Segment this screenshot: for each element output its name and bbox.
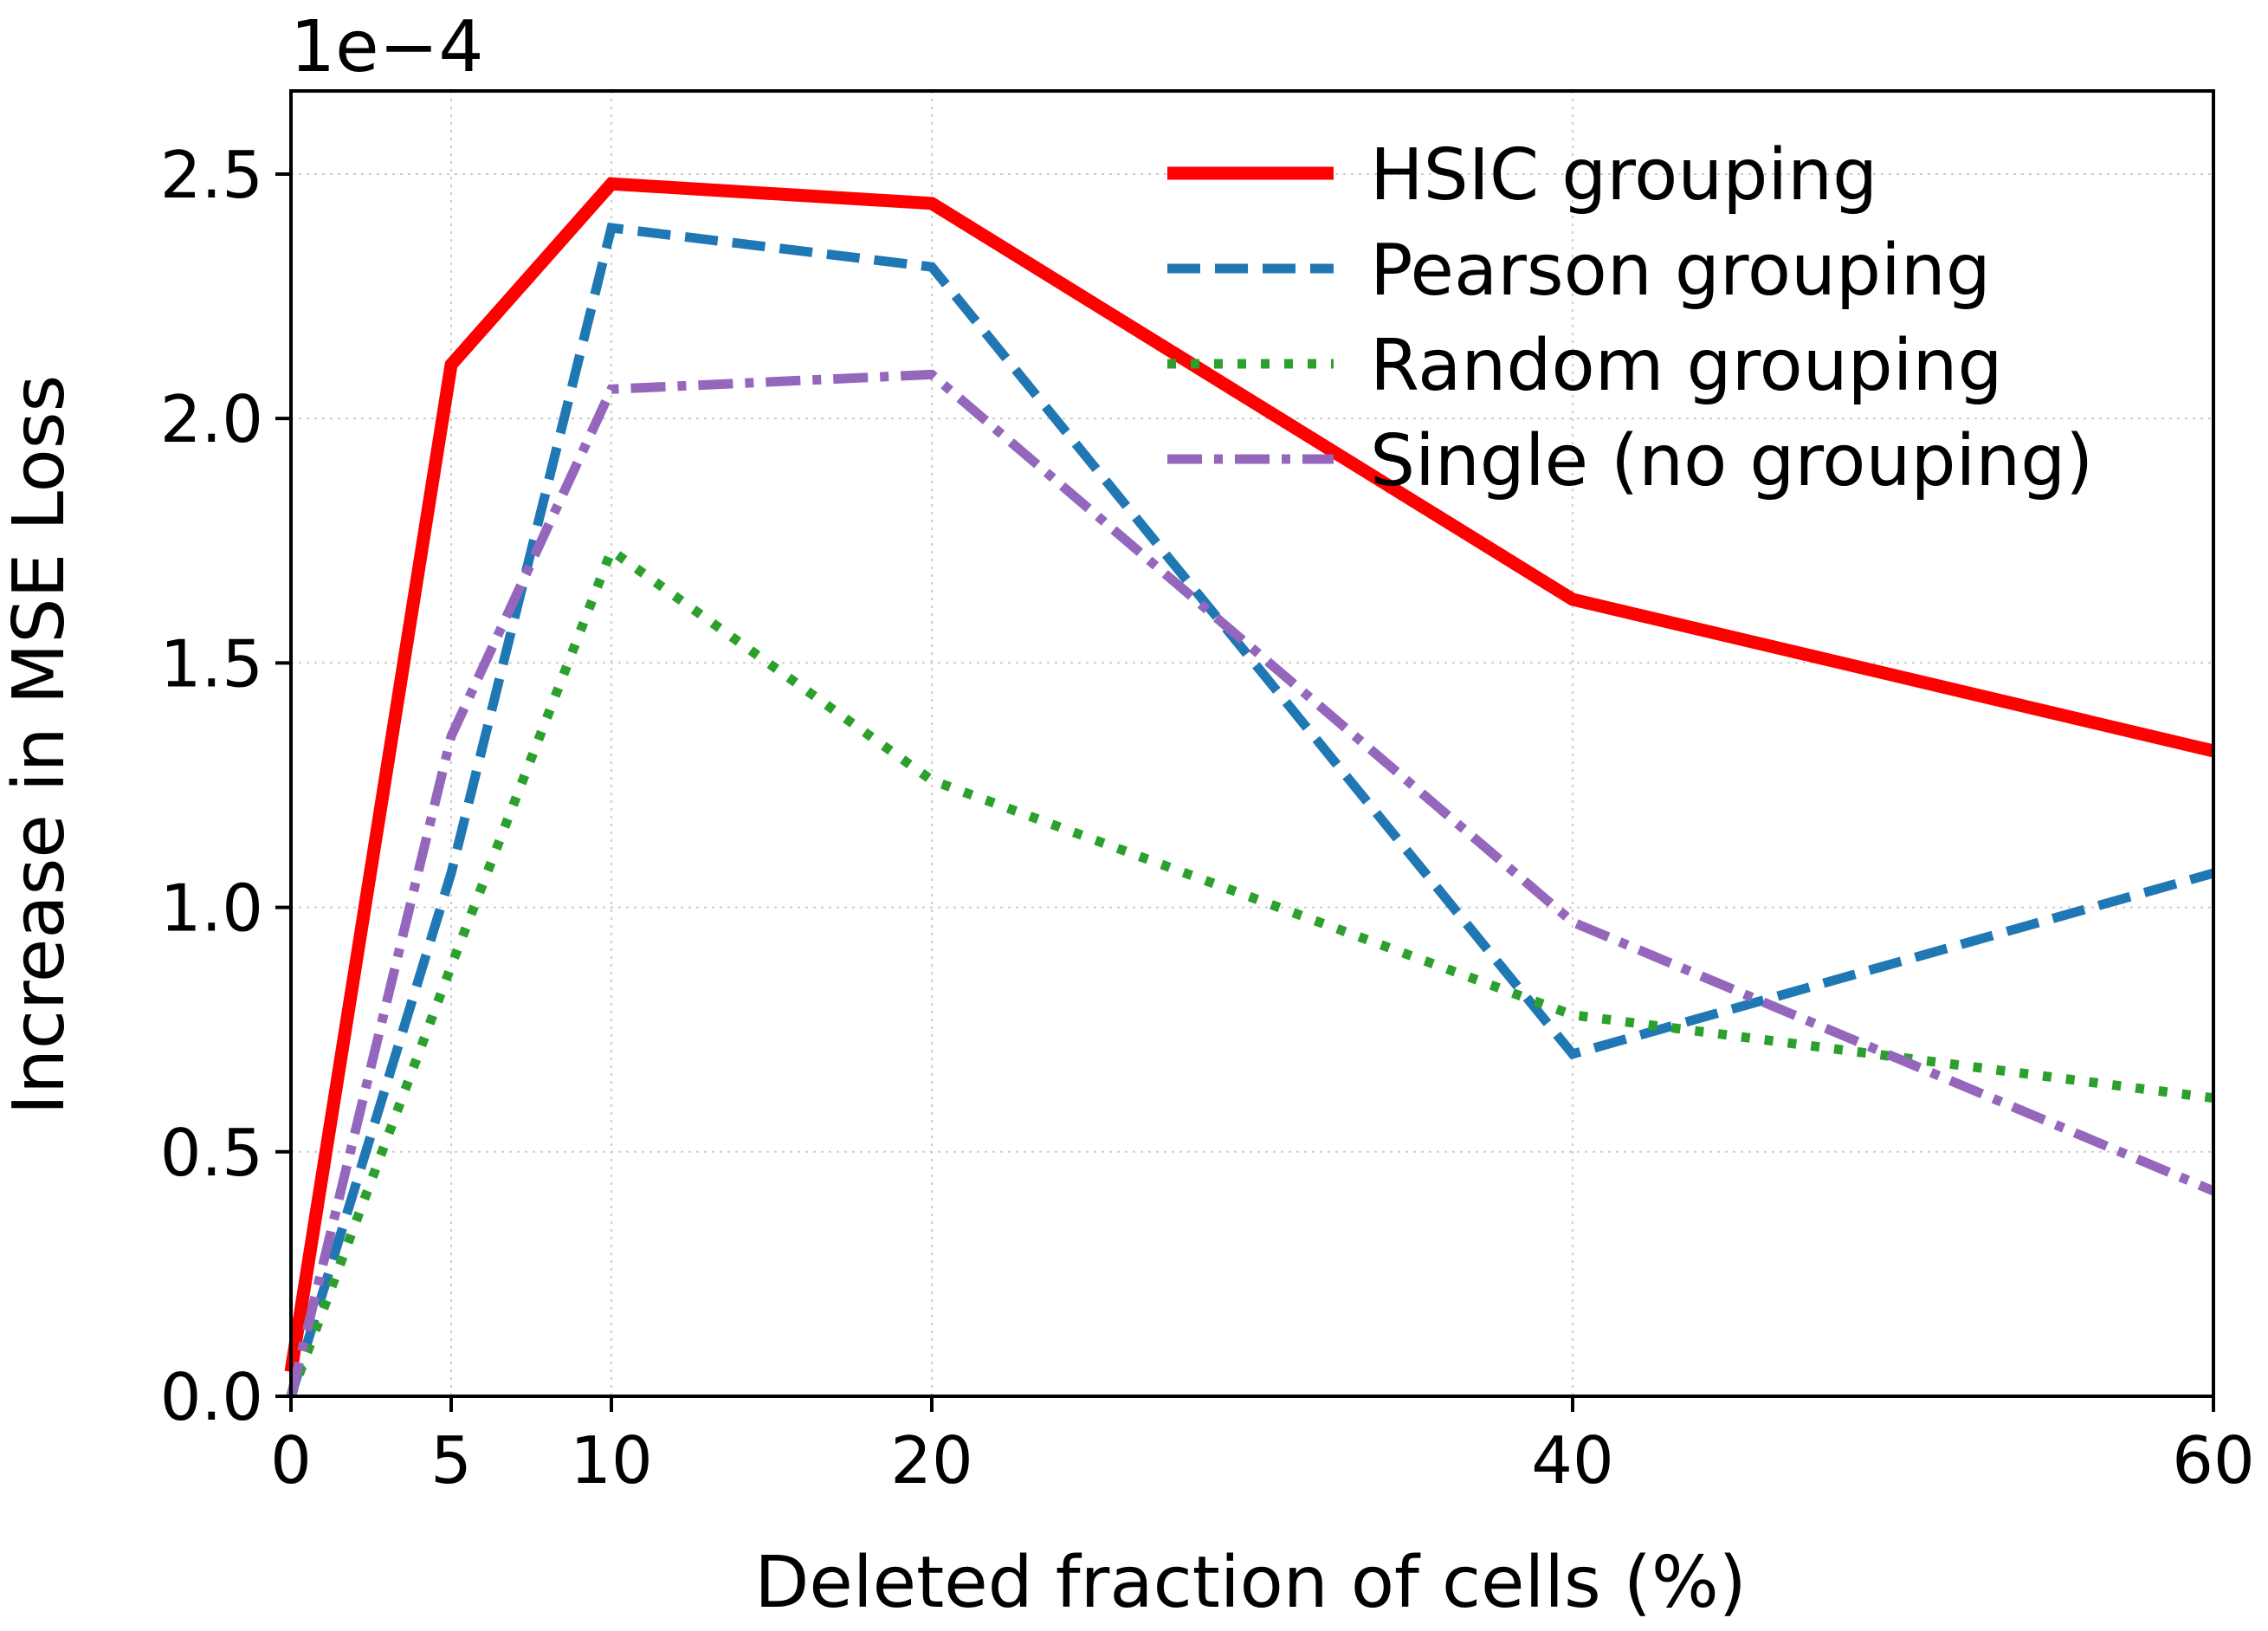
- y-offset-label: 1e−4: [290, 6, 484, 88]
- x-tick-label: 10: [570, 1422, 652, 1498]
- series-line-hsic-grouping: [284, 177, 2215, 1373]
- legend: HSIC grouping Pearson grouping Random grou…: [1167, 134, 2093, 502]
- legend-label: Single (no grouping): [1370, 420, 2093, 502]
- series-line-pearson-grouping: [286, 222, 2215, 1398]
- x-tick-label: 60: [2172, 1422, 2254, 1498]
- legend-label: Random grouping: [1370, 325, 2003, 407]
- x-tick-label: 0: [270, 1422, 312, 1498]
- y-axis-label: Increase in MSE Loss: [0, 375, 81, 1115]
- series-line-single-no-grouping: [286, 369, 2216, 1398]
- plot-frame: [289, 89, 2215, 1398]
- y-tick-label: 2.0: [160, 381, 263, 457]
- y-tick-label: 1.5: [160, 625, 263, 702]
- x-tick-label: 40: [1531, 1422, 1613, 1498]
- legend-label: Pearson grouping: [1370, 230, 1991, 312]
- axis-ticks: 0 5 10 20 40 60 0.0 0.5 1.0 1.5 2.0 2.5: [160, 137, 2255, 1498]
- legend-label: HSIC grouping: [1370, 134, 1877, 217]
- y-tick-label: 0.0: [160, 1359, 263, 1435]
- x-tick-label: 5: [430, 1422, 472, 1498]
- x-axis-label: Deleted fraction of cells (%): [754, 1542, 1746, 1624]
- series-line-random-grouping: [286, 542, 2214, 1398]
- x-tick-label: 20: [890, 1422, 972, 1498]
- y-tick-label: 1.0: [160, 871, 263, 947]
- y-tick-label: 0.5: [160, 1115, 263, 1191]
- series-lines: [284, 177, 2216, 1398]
- y-tick-label: 2.5: [160, 137, 263, 213]
